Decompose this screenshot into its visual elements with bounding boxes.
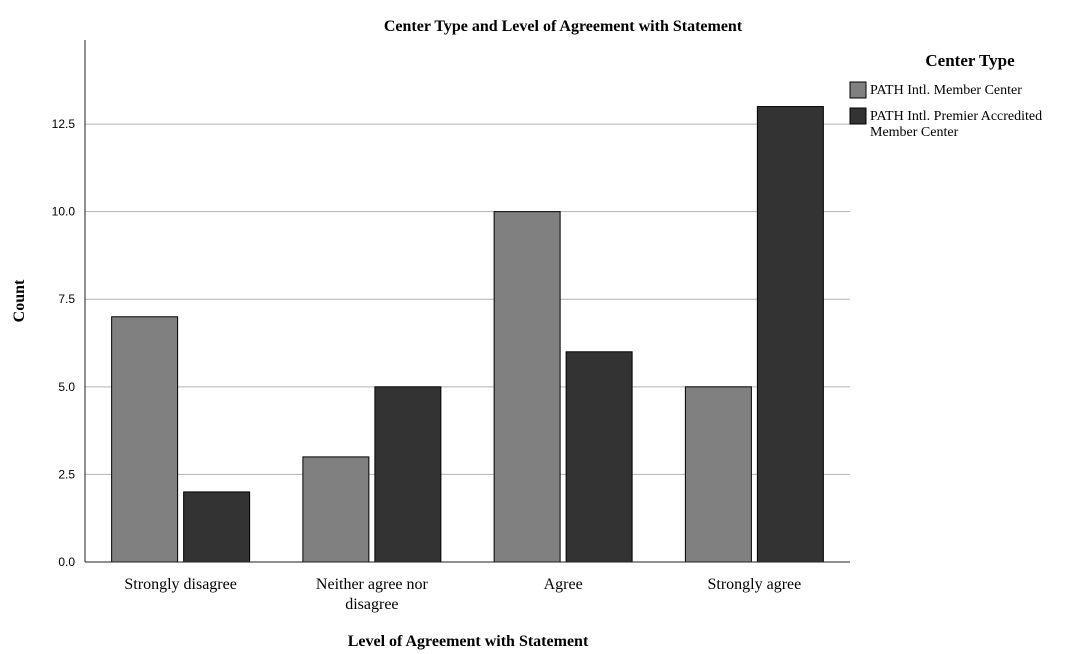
x-category-label: Agree bbox=[544, 576, 583, 593]
bar-series-1-cat-4 bbox=[684, 386, 752, 563]
bar-series-1-cat-1 bbox=[111, 316, 179, 563]
bar-series-1-cat-2 bbox=[302, 456, 370, 563]
y-tick-label: 10.0 bbox=[52, 205, 76, 219]
bar-series-2-cat-3 bbox=[565, 351, 633, 563]
x-axis-title: Level of Agreement with Statement bbox=[348, 633, 589, 650]
bar-series-1-cat-3 bbox=[493, 211, 561, 563]
y-axis-title: Count bbox=[11, 279, 28, 322]
y-tick-label: 7.5 bbox=[58, 292, 75, 306]
y-tick-label: 12.5 bbox=[52, 117, 76, 131]
chart-title: Center Type and Level of Agreement with … bbox=[384, 18, 743, 35]
legend-label-1: PATH Intl. Member Center bbox=[870, 83, 1022, 98]
x-category-label: Strongly agree bbox=[708, 576, 802, 593]
legend-label-2: PATH Intl. Premier Accredited Member Cent… bbox=[870, 109, 1042, 140]
legend-swatch-2 bbox=[849, 107, 867, 125]
y-tick-label: 2.5 bbox=[58, 467, 75, 481]
y-tick-label: 0.0 bbox=[58, 555, 75, 569]
bar-series-2-cat-2 bbox=[374, 386, 442, 563]
legend[interactable]: Center Type PATH Intl. Member Center PATH… bbox=[849, 51, 1042, 140]
x-category-label: Strongly disagree bbox=[124, 576, 236, 593]
y-tick-label: 5.0 bbox=[58, 380, 75, 394]
y-tick-labels: 0.0 2.5 5.0 7.5 10.0 12.5 bbox=[52, 117, 76, 569]
axes bbox=[84, 40, 850, 563]
legend-swatch-1 bbox=[849, 81, 867, 99]
bar-series-2-cat-1 bbox=[183, 491, 251, 563]
x-category-label: Neither agree nor disagree bbox=[316, 576, 429, 613]
legend-title: Center Type bbox=[925, 51, 1015, 70]
bars bbox=[111, 106, 824, 563]
x-category-labels: Strongly disagree Neither agree nor disagr… bbox=[124, 576, 801, 613]
bar-series-2-cat-4 bbox=[756, 106, 824, 563]
